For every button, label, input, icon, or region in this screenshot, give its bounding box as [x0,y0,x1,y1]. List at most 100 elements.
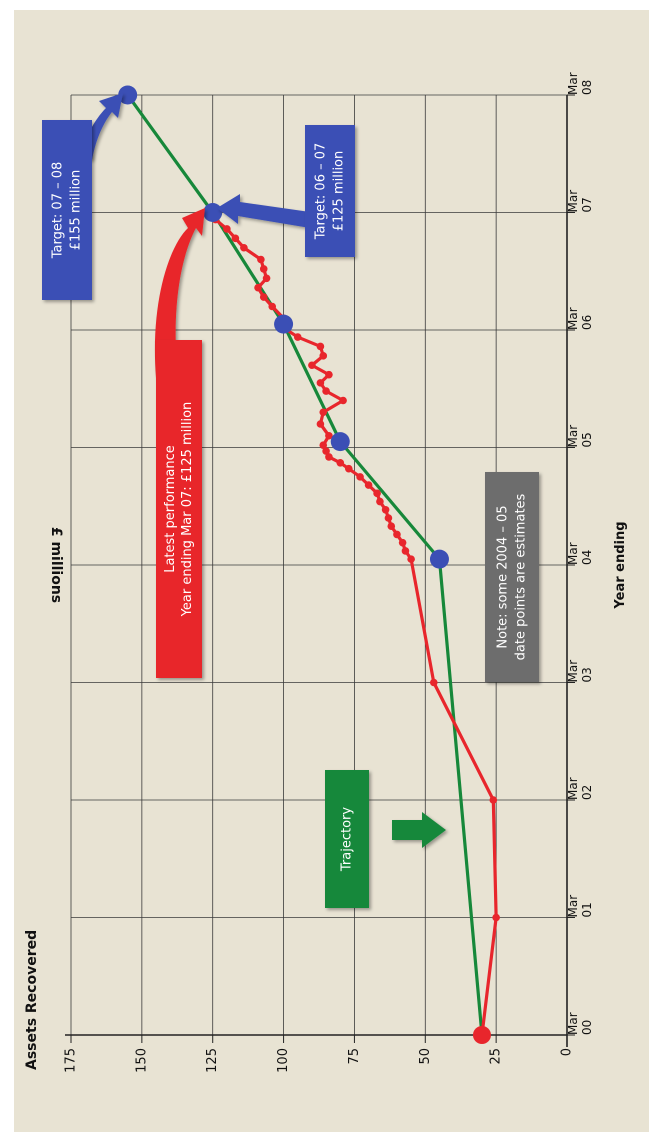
value-tick-label: 50 [418,1048,433,1065]
time-tick-label-month: Mar [566,190,580,213]
time-tick-label: Mar 06 [566,307,594,330]
performance-point [325,431,333,440]
performance-point [407,555,415,563]
time-tick-label: Mar 01 [566,895,594,918]
time-tick-label-year: 03 [580,667,594,682]
performance-point [254,283,262,292]
performance-point [489,796,498,804]
performance-point [339,396,347,405]
time-tick-label-year: 05 [580,432,594,447]
time-tick-label-month: Mar [566,1012,580,1035]
performance-point [319,408,328,417]
time-tick-label-month: Mar [566,895,580,918]
target-0607-arrow [217,194,310,228]
target-marker [203,203,223,222]
performance-point [373,489,381,498]
performance-point [398,538,407,547]
note-callout: Note: some 2004 – 05 date points are esti… [485,472,539,682]
time-tick-label: Mar 02 [566,777,594,800]
callout-text: Target: 06 – 07 [314,143,329,241]
performance-point [223,225,231,233]
time-tick-label-year: 01 [580,902,594,917]
callout-text: Latest performance [163,445,178,573]
callout-box [485,472,539,682]
time-tick-label: Mar 08 [566,72,594,95]
time-tick-label-month: Mar [566,425,580,448]
target-marker [118,85,138,105]
target-0708-callout: Target: 07 – 08 £155 million [42,120,92,300]
performance-point [257,255,265,264]
chart-title: Assets Recovered [24,930,40,1070]
callout-box [305,125,355,257]
performance-point [387,522,396,531]
value-tick-label: 75 [347,1048,362,1065]
performance-point [262,274,271,283]
time-tick-label-year: 08 [580,80,594,95]
performance-point [319,441,328,449]
performance-point [336,458,345,467]
performance-point [259,265,268,273]
performance-point [364,481,373,489]
performance-point [356,473,364,481]
start-marker [472,1026,491,1044]
performance-point [325,453,333,461]
x-axis-title: Year ending [613,521,628,609]
time-tick-label-year: 07 [580,197,594,212]
time-tick-label: Mar 04 [566,542,594,565]
time-tick-label-year: 00 [580,1020,594,1035]
performance-point [492,913,500,922]
time-tick-label-month: Mar [566,542,580,565]
performance-point [393,530,401,539]
performance-point [316,379,325,387]
trajectory-callout: Trajectory [325,770,369,908]
callout-text: £155 million [69,170,84,251]
callout-box [156,340,202,678]
time-tick-label: Mar 00 [566,1012,594,1035]
callout-text: £125 million [332,151,347,232]
performance-point [231,234,240,243]
latest-callout: Latest performance Year ending Mar 07: £1… [156,340,202,678]
performance-point [259,293,268,301]
callout-text: Target: 07 – 08 [51,162,66,260]
trajectory-line [126,94,484,1036]
value-tick-label: 25 [489,1048,504,1065]
performance-point [268,302,277,311]
target-marker [429,549,449,569]
performance-point [376,497,384,506]
performance-point [293,333,302,341]
time-tick-label-year: 02 [580,785,594,800]
callout-text: date points are estimates [514,493,529,660]
time-tick-label-month: Mar [566,307,580,330]
value-tick-label: 125 [205,1048,220,1073]
performance-point [384,514,393,522]
trajectory-arrow [392,812,446,848]
callout-text: Note: some 2004 – 05 [496,505,511,648]
performance-point [322,447,330,455]
target-marker [330,432,350,452]
performance-point [322,387,330,395]
time-tick-label: Mar 03 [566,660,594,683]
value-tick-label: 175 [64,1048,79,1073]
time-tick-label-year: 06 [580,315,594,330]
callout-text: Trajectory [340,807,355,872]
target-marker [274,314,294,334]
performance-point [381,505,390,514]
performance-point [344,464,353,473]
value-tick-label: 150 [134,1048,149,1073]
callout-arrows [78,93,446,848]
time-tick-label-month: Mar [566,72,580,95]
y-axis-title: £ millions [48,527,64,603]
value-tick-label: 100 [276,1048,291,1073]
performance-point [308,361,316,370]
callout-boxes: Trajectory Latest performance Year ending … [42,120,539,908]
time-tick-label: Mar 07 [566,190,594,213]
performance-point [401,547,410,555]
time-tick-label-year: 04 [580,550,594,565]
performance-point [429,678,438,687]
callout-text: Year ending Mar 07: £125 million [180,402,195,618]
latest-arrow [154,208,205,378]
series-lines [118,85,500,1044]
performance-point [240,243,248,252]
